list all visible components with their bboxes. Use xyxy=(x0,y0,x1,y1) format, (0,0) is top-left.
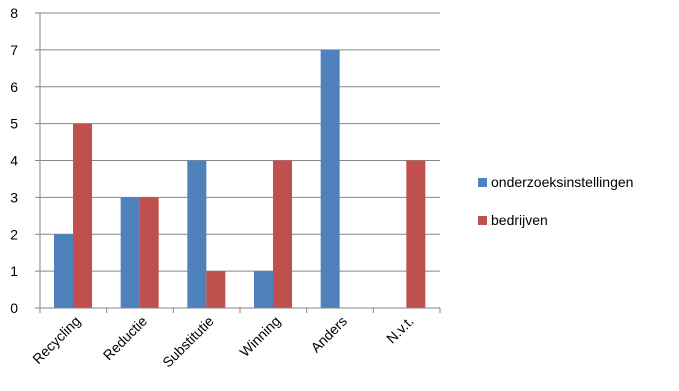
x-tick-label: Anders xyxy=(307,313,350,356)
y-tick-labels: 0 1 2 3 4 5 6 7 8 xyxy=(10,5,18,316)
x-tick-label: Winning xyxy=(236,313,283,360)
y-tick-label: 0 xyxy=(10,300,18,316)
legend-swatch-bedrijven xyxy=(478,216,487,225)
y-tick-label: 4 xyxy=(10,153,18,169)
y-tick-label: 3 xyxy=(10,189,18,205)
legend-label-onderzoeksinstellingen: onderzoeksinstellingen xyxy=(491,174,633,190)
bar-onderzoeksinstellingen-anders xyxy=(320,49,340,308)
x-tick-label: Recycling xyxy=(29,313,83,367)
y-tick-label: 8 xyxy=(10,5,18,21)
y-tick-label: 2 xyxy=(10,226,18,242)
legend-label-bedrijven: bedrijven xyxy=(491,212,548,228)
y-tick-label: 6 xyxy=(10,79,18,95)
legend: onderzoeksinstellingen bedrijven xyxy=(478,174,633,228)
bar-bedrijven-recycling xyxy=(73,123,92,308)
bar-onderzoeksinstellingen-substitutie xyxy=(187,160,207,308)
bars xyxy=(54,49,426,308)
bar-bedrijven-substitutie xyxy=(206,271,226,308)
bar-onderzoeksinstellingen-winning xyxy=(254,271,273,308)
gridlines xyxy=(40,12,440,272)
x-tick-label: N.v.t. xyxy=(383,313,417,347)
legend-swatch-onderzoeksinstellingen xyxy=(478,178,487,187)
x-tick-labels: Recycling Reductie Substitutie Winning Ander… xyxy=(29,313,417,371)
bar-onderzoeksinstellingen-recycling xyxy=(54,234,73,308)
axes xyxy=(35,12,441,313)
y-tick-label: 7 xyxy=(10,42,18,58)
bar-bedrijven-nvt xyxy=(406,160,426,308)
bar-bedrijven-reductie xyxy=(139,197,159,308)
y-tick-label: 1 xyxy=(10,263,18,279)
y-tick-label: 5 xyxy=(10,116,18,132)
bar-bedrijven-winning xyxy=(273,160,292,308)
x-tick-label: Substitutie xyxy=(159,313,217,371)
bar-onderzoeksinstellingen-reductie xyxy=(120,197,140,308)
x-tick-label: Reductie xyxy=(100,313,151,364)
